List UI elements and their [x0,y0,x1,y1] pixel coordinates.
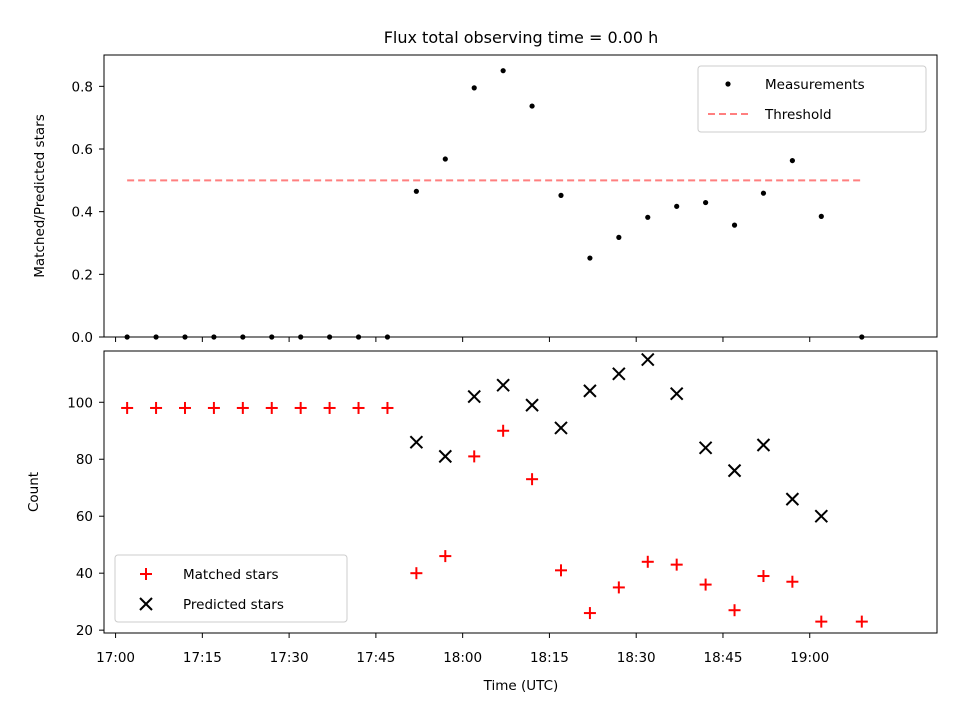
matched-star-point [207,401,220,414]
predicted-star-point [698,441,713,455]
top-y-tick-label: 0.0 [72,330,93,346]
chart-title: Flux total observing time = 0.00 h [384,28,659,47]
x-tick-label: 17:15 [183,650,222,666]
matched-star-point [855,615,868,628]
predicted-star-point [409,435,424,449]
matched-star-point [699,578,712,591]
measurement-point [760,190,767,196]
matched-star-point [439,550,452,563]
bottom-panel: 17:00 17:15 17:30 17:45 18:00 18:15 18:30 18:45… [26,350,938,694]
x-tick-label: 18:45 [704,650,743,666]
measurement-point [471,85,477,91]
measurement-point [703,199,709,206]
matched-star-point [265,401,278,414]
measurement-point [413,188,419,194]
bottom-y-tick-label: 40 [76,566,93,582]
measurement-point [674,203,680,209]
matched-star-point [178,401,191,414]
x-tick-label: 17:00 [96,650,135,666]
predicted-star-point [727,463,742,478]
legend-threshold-label: Threshold [764,107,832,123]
measurement-point [616,234,622,240]
top-legend-box [697,65,927,133]
matched-star-point [786,575,799,588]
top-legend: Measurements Threshold [697,65,927,133]
legend-predicted-marker [139,597,153,611]
bottom-legend-box [114,554,348,623]
measurement-point [587,255,593,261]
predicted-star-point [785,492,800,506]
matched-star-point [410,567,423,580]
x-axis-label: Time (UTC) [483,678,559,694]
legend-measurements-label: Measurements [765,77,865,93]
matched-star-point [612,581,625,594]
x-tick-label: 19:00 [790,650,829,666]
measurement-point [500,68,506,74]
legend-predicted-label: Predicted stars [183,597,284,613]
x-tick-label: 18:30 [617,650,656,666]
matched-star-point [670,558,683,571]
matched-star-point [150,401,163,414]
bottom-y-tick-label: 80 [76,452,93,468]
x-tick-label: 18:15 [530,650,569,666]
matched-star-point [381,401,394,414]
legend-measurements-marker [725,81,731,87]
legend-matched-marker [140,568,152,580]
bottom-axes: 17:00 17:15 17:30 17:45 18:00 18:15 18:30 18:45… [67,395,829,666]
matched-star-point [323,401,336,414]
bottom-y-axis-label: Count [26,472,42,512]
predicted-star-point [583,384,597,398]
matched-star-point [554,564,567,577]
matched-star-point [468,450,481,463]
matched-star-point [352,401,365,414]
predicted-star-point [814,509,829,523]
matched-star-point [526,473,539,486]
predicted-star-point [496,378,510,392]
x-tick-label: 17:45 [356,650,395,666]
matched-star-point [757,570,770,583]
x-tick-label: 17:30 [270,650,309,666]
matched-star-point [815,615,828,628]
measurement-point [529,103,535,109]
predicted-star-point [554,421,568,435]
matched-star-point [121,401,134,414]
matched-star-point [583,607,596,620]
top-y-tick-label: 0.2 [72,267,93,283]
predicted-star-point [525,398,539,412]
predicted-star-point [612,367,626,381]
legend-matched-label: Matched stars [183,567,279,583]
measurement-point [645,214,651,220]
predicted-star-point [669,387,684,401]
predicted-star-point [641,352,655,367]
bottom-legend: Matched stars Predicted stars [114,554,348,623]
top-y-axis-label: Matched/Predicted stars [32,114,48,277]
bottom-y-tick-label: 100 [67,395,93,411]
predicted-star-point [438,449,453,464]
matched-star-point [236,401,249,414]
matched-star-point [497,424,510,437]
predicted-star-point [756,438,771,452]
bottom-y-tick-label: 20 [76,623,93,639]
measurement-point [558,192,564,198]
matched-star-point [294,401,307,414]
predicted-star-point [467,389,481,404]
x-tick-label: 18:00 [443,650,482,666]
matched-star-point [641,555,654,568]
bottom-y-tick-label: 60 [76,509,93,525]
top-plot-frame [103,54,938,338]
bottom-plot-frame [103,350,938,634]
matched-star-point [728,604,741,617]
bottom-plot-marks [121,352,868,628]
measurement-point [818,213,824,219]
measurement-point [789,157,795,164]
measurement-point [442,156,448,162]
measurement-point [731,222,738,228]
top-axes: 0.0 0.2 0.4 0.6 0.8 [72,79,811,346]
top-y-tick-label: 0.4 [72,205,93,221]
top-panel: 0.00.20.40.60.8 Matched/Predicted stars … [32,54,938,346]
top-y-tick-label: 0.8 [72,79,93,95]
top-y-tick-label: 0.6 [72,142,93,158]
